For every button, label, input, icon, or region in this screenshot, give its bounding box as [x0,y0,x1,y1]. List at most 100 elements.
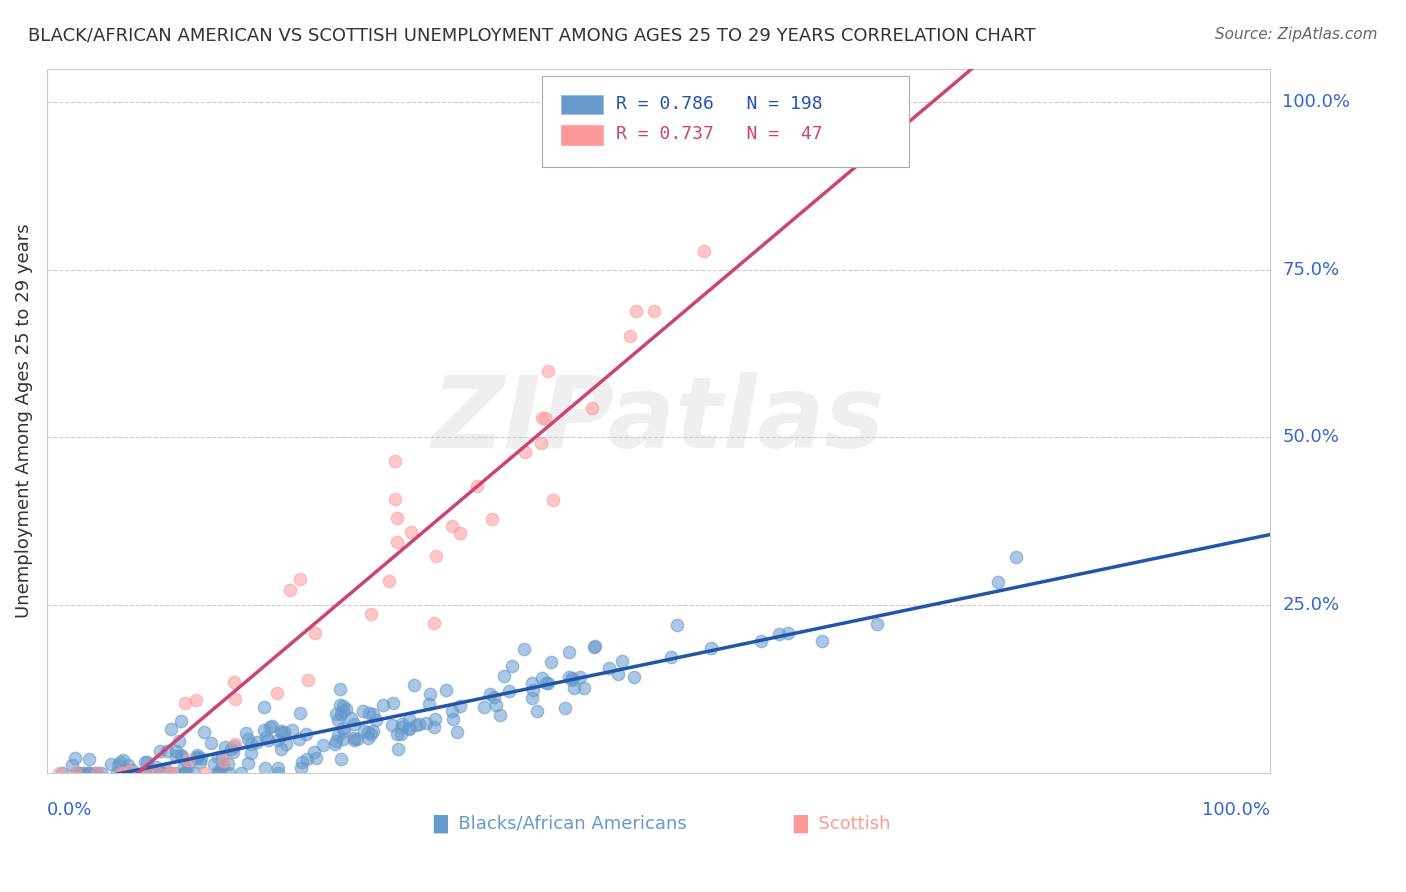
Blacks/African Americans [77,765,100,780]
Scottish [385,535,408,549]
Blacks/African Americans [441,713,464,727]
Blacks/African Americans [534,676,557,690]
Blacks/African Americans [526,704,548,718]
Blacks/African Americans [323,737,346,751]
Blacks/African Americans [332,699,354,714]
Blacks/African Americans [446,724,468,739]
Blacks/African Americans [295,752,318,766]
Blacks/African Americans [280,723,302,737]
Y-axis label: Unemployment Among Ages 25 to 29 years: Unemployment Among Ages 25 to 29 years [15,223,32,618]
FancyBboxPatch shape [543,76,910,167]
Blacks/African Americans [418,697,440,711]
Blacks/African Americans [112,753,135,767]
Scottish [297,673,319,687]
Blacks/African Americans [108,755,131,769]
Blacks/African Americans [485,698,508,712]
Blacks/African Americans [207,749,229,764]
Blacks/African Americans [211,750,233,764]
Blacks/African Americans [208,763,231,777]
Scottish [624,304,647,318]
Blacks/African Americans [434,683,457,698]
Blacks/African Americans [361,724,384,739]
Scottish [146,765,169,780]
Blacks/African Americans [67,765,90,780]
Blacks/African Americans [172,749,194,764]
Scottish [177,753,200,767]
Scottish [385,511,408,525]
Text: R = 0.737   N =  47: R = 0.737 N = 47 [616,125,823,143]
Blacks/African Americans [610,654,633,668]
Blacks/African Americans [356,731,378,745]
Blacks/African Americans [138,765,160,780]
Blacks/African Americans [558,670,581,684]
Blacks/African Americans [332,722,354,736]
Scottish [48,765,70,780]
Blacks/African Americans [83,765,105,780]
Blacks/African Americans [540,655,562,669]
Blacks/African Americans [173,765,195,780]
Scottish [384,492,406,507]
Blacks/African Americans [332,732,354,747]
Scottish [118,764,141,778]
Blacks/African Americans [121,763,143,777]
Blacks/African Americans [569,670,592,684]
Blacks/African Americans [360,726,382,740]
Scottish [693,244,716,259]
Blacks/African Americans [352,704,374,718]
Blacks/African Americans [100,756,122,771]
Blacks/African Americans [531,671,554,685]
Blacks/African Americans [343,732,366,747]
Blacks/African Americans [408,716,430,731]
Blacks/African Americans [751,633,773,648]
Blacks/African Americans [240,738,263,752]
Scottish [481,512,503,526]
Blacks/African Americans [193,725,215,739]
Scottish [530,435,553,450]
Blacks/African Americans [385,726,408,740]
Blacks/African Americans [156,744,179,758]
Blacks/African Americans [346,732,368,747]
Blacks/African Americans [572,681,595,695]
Blacks/African Americans [330,706,353,721]
Scottish [581,401,603,415]
Blacks/African Americans [65,765,87,780]
Blacks/African Americans [598,661,620,675]
Blacks/African Americans [107,757,129,772]
Scottish [266,686,288,700]
Blacks/African Americans [105,765,128,780]
Scottish [193,765,215,780]
Blacks/African Americans [65,750,87,764]
Text: Source: ZipAtlas.com: Source: ZipAtlas.com [1215,27,1378,42]
Blacks/African Americans [190,751,212,765]
Blacks/African Americans [51,765,73,780]
Blacks/African Americans [165,765,187,780]
Blacks/African Americans [207,765,229,780]
Blacks/African Americans [520,675,543,690]
Blacks/African Americans [145,765,167,780]
Scottish [515,445,537,459]
Blacks/African Americans [173,758,195,772]
Blacks/African Americans [488,707,510,722]
Blacks/African Americans [135,765,157,780]
Blacks/African Americans [236,756,259,770]
Blacks/African Americans [501,659,523,673]
Blacks/African Americans [513,642,536,657]
Blacks/African Americans [359,706,381,720]
Blacks/African Americans [329,681,352,696]
Blacks/African Americans [333,723,356,738]
Blacks/African Americans [186,751,208,765]
Blacks/African Americans [582,640,605,655]
Text: BLACK/AFRICAN AMERICAN VS SCOTTISH UNEMPLOYMENT AMONG AGES 25 TO 29 YEARS CORREL: BLACK/AFRICAN AMERICAN VS SCOTTISH UNEMP… [28,27,1036,45]
Blacks/African Americans [270,742,292,756]
Blacks/African Americans [389,727,412,741]
Blacks/African Americans [72,765,94,780]
Blacks/African Americans [623,670,645,684]
Blacks/African Americans [391,716,413,731]
Blacks/African Americans [364,713,387,727]
Blacks/African Americans [152,765,174,780]
Scottish [440,519,463,533]
Blacks/African Americans [256,733,278,747]
Blacks/African Americans [335,702,357,716]
Blacks/African Americans [222,739,245,753]
Scottish [399,525,422,540]
